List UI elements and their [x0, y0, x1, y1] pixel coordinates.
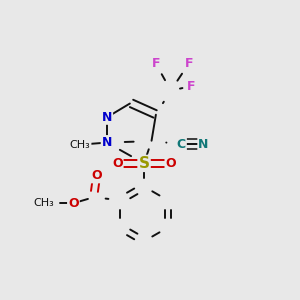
Text: O: O: [91, 169, 102, 182]
Text: CH₃: CH₃: [70, 140, 91, 150]
Text: O: O: [166, 157, 176, 170]
Text: O: O: [68, 197, 79, 210]
Text: F: F: [152, 57, 160, 70]
Text: CH₃: CH₃: [33, 198, 54, 208]
Text: C: C: [177, 138, 186, 151]
Text: N: N: [102, 136, 112, 149]
Text: O: O: [112, 157, 123, 170]
Text: N: N: [102, 111, 112, 124]
Text: F: F: [188, 80, 196, 93]
Text: F: F: [184, 57, 193, 70]
Text: S: S: [139, 156, 150, 171]
Text: N: N: [198, 138, 209, 151]
